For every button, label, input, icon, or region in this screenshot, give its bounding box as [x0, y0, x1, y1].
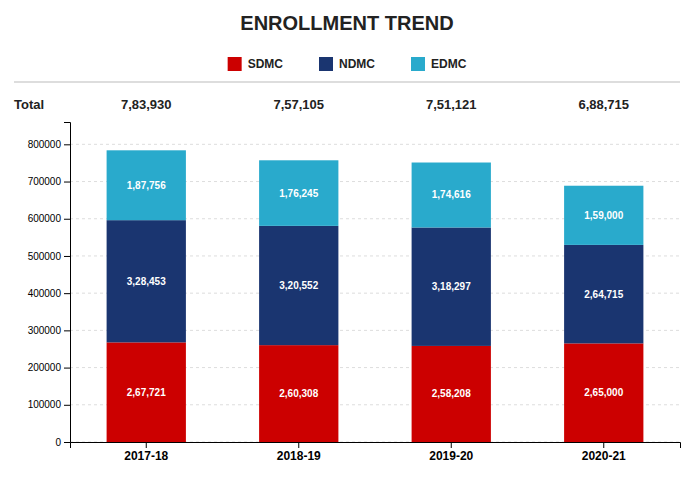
grid	[70, 144, 680, 442]
series	[107, 342, 644, 442]
bar	[564, 186, 643, 245]
bar	[107, 220, 186, 342]
bar	[259, 160, 338, 226]
total-value: 7,83,930	[121, 97, 172, 112]
data-labels: 2,67,721 2,60,308 2,58,208 2,65,000 3,28,453…	[127, 180, 624, 400]
total-value: 7,51,121	[426, 97, 477, 112]
legend-swatch	[228, 57, 242, 71]
y-tick-label: 300000	[28, 325, 62, 336]
y-tick-mark	[64, 405, 70, 406]
x-tick-mark	[603, 442, 604, 448]
x-tick: 2018-19	[277, 442, 321, 463]
y-tick: 200000	[28, 362, 70, 373]
x-tick: 2017-18	[124, 442, 168, 463]
y-axis: 0 100000 200000 300000 400000 500000 600000 700…	[28, 123, 71, 448]
separator	[14, 82, 680, 83]
y-tick-mark	[64, 442, 70, 443]
y-tick: 500000	[28, 251, 70, 262]
y-tick: 100000	[28, 399, 70, 410]
bar	[259, 345, 338, 442]
y-tick-mark	[64, 256, 70, 257]
x-tick: 2020-21	[582, 442, 626, 463]
y-tick-label: 200000	[28, 362, 62, 373]
y-tick-label: 100000	[28, 399, 62, 410]
bar	[259, 226, 338, 345]
y-tick: 400000	[28, 288, 70, 299]
x-tick-mark	[451, 442, 452, 448]
y-tick-mark	[64, 219, 70, 220]
x-tick-mark	[298, 442, 299, 448]
bar	[107, 150, 186, 220]
y-tick-mark	[64, 368, 70, 369]
x-tick-label: 2020-21	[582, 449, 626, 463]
plot: 0 100000 200000 300000 400000 500000 600000 700…	[28, 123, 681, 463]
x-axis: 2017-18 2018-19 2019-20 2020-21	[71, 442, 681, 463]
legend-item: SDMC	[228, 57, 284, 71]
y-tick-mark	[64, 293, 70, 294]
y-tick: 0	[55, 437, 70, 448]
data-label: 2,60,308	[279, 388, 318, 399]
x-axis-line	[71, 443, 681, 449]
data-label: 1,76,245	[279, 188, 318, 199]
data-label: 2,64,715	[584, 289, 623, 300]
total-value: 7,57,105	[273, 97, 324, 112]
data-label: 2,65,000	[584, 387, 623, 398]
x-tick-label: 2017-18	[124, 449, 168, 463]
y-tick-label: 800000	[28, 139, 62, 150]
legend-item: NDMC	[319, 57, 375, 71]
series	[107, 220, 644, 346]
legend-swatch	[319, 57, 333, 71]
legend-label: SDMC	[248, 57, 284, 71]
legend-item: EDMC	[411, 57, 467, 71]
bar	[412, 227, 491, 345]
bars	[107, 150, 644, 442]
totals: Total 7,83,930 7,57,105 7,51,121 6,88,715	[14, 97, 629, 112]
x-tick-label: 2018-19	[277, 449, 321, 463]
legend-swatch	[411, 57, 425, 71]
grid-line	[70, 144, 680, 145]
y-tick-mark	[64, 330, 70, 331]
data-label: 1,74,616	[432, 189, 471, 200]
title: ENROLLMENT TREND	[240, 12, 453, 34]
totals-label: Total	[14, 97, 44, 112]
bar	[412, 346, 491, 442]
y-tick-label: 600000	[28, 213, 62, 224]
x-tick-mark	[146, 442, 147, 448]
data-label: 2,67,721	[127, 387, 166, 398]
y-tick: 700000	[28, 176, 70, 187]
data-label: 3,20,552	[279, 280, 318, 291]
legend-label: NDMC	[339, 57, 375, 71]
y-tick-label: 400000	[28, 288, 62, 299]
x-tick: 2019-20	[429, 442, 473, 463]
legend: SDMC NDMC EDMC	[228, 57, 467, 71]
chart: ENROLLMENT TREND SDMC NDMC EDMC Total 7,83,93…	[0, 0, 694, 480]
series	[107, 150, 644, 245]
data-label: 3,18,297	[432, 281, 471, 292]
x-tick-label: 2019-20	[429, 449, 473, 463]
total-value: 6,88,715	[578, 97, 629, 112]
bar	[107, 342, 186, 442]
y-axis-line	[64, 123, 71, 443]
y-tick-label: 500000	[28, 251, 62, 262]
legend-label: EDMC	[431, 57, 467, 71]
data-label: 1,87,756	[127, 180, 166, 191]
data-label: 1,59,000	[584, 210, 623, 221]
y-tick: 300000	[28, 325, 70, 336]
y-tick: 600000	[28, 213, 70, 224]
bar	[564, 343, 643, 442]
y-tick-label: 700000	[28, 176, 62, 187]
y-tick-mark	[64, 182, 70, 183]
data-label: 3,28,453	[127, 276, 166, 287]
bar	[564, 245, 643, 343]
data-label: 2,58,208	[432, 388, 471, 399]
y-tick-mark	[64, 144, 70, 145]
y-tick: 800000	[28, 139, 70, 150]
y-tick-label: 0	[55, 437, 61, 448]
bar	[412, 163, 491, 228]
